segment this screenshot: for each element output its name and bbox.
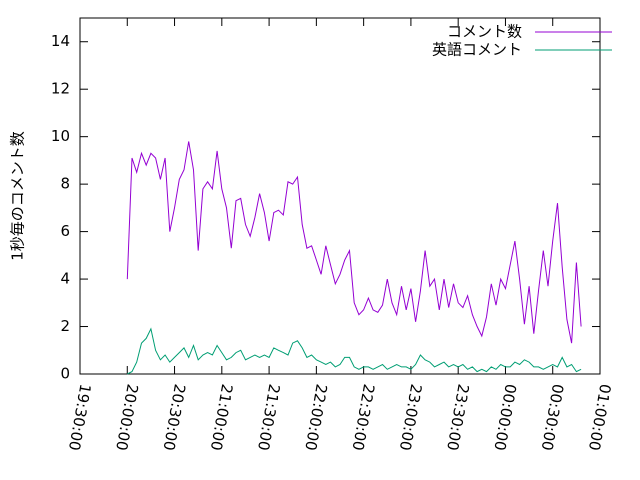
- y-tick-label: 10: [51, 127, 70, 145]
- x-tick-label: 20:30:00: [159, 383, 188, 452]
- plot-frame: [79, 17, 601, 375]
- x-tick-label: 21:30:00: [254, 383, 283, 452]
- y-tick-label: 2: [60, 317, 70, 335]
- y-tick-label: 14: [51, 32, 70, 50]
- y-tick-label: 8: [60, 175, 70, 193]
- y-tick-label: 12: [51, 80, 70, 98]
- x-tick-label: 21:00:00: [207, 383, 236, 452]
- x-tick-label: 23:30:00: [443, 383, 472, 452]
- x-tick-label: 01:00:00: [585, 383, 614, 452]
- x-tick-label: 00:00:00: [490, 383, 519, 452]
- y-tick-label: 6: [60, 222, 70, 240]
- legend-label: コメント数: [447, 23, 522, 41]
- y-tick-label: 0: [60, 365, 70, 383]
- legend-label: 英語コメント: [432, 41, 522, 59]
- y-tick-label: 4: [60, 270, 70, 288]
- x-tick-label: 22:30:00: [349, 383, 378, 452]
- x-tick-label: 00:30:00: [538, 383, 567, 452]
- series-line: [126, 141, 582, 344]
- x-tick-label: 22:00:00: [301, 383, 330, 452]
- x-tick-label: 23:00:00: [396, 383, 425, 452]
- series-line: [127, 327, 582, 375]
- x-tick-label: 20:00:00: [112, 383, 141, 452]
- x-tick-label: 19:30:00: [65, 383, 94, 452]
- y-axis-label: 1秒毎のコメント数: [9, 131, 27, 261]
